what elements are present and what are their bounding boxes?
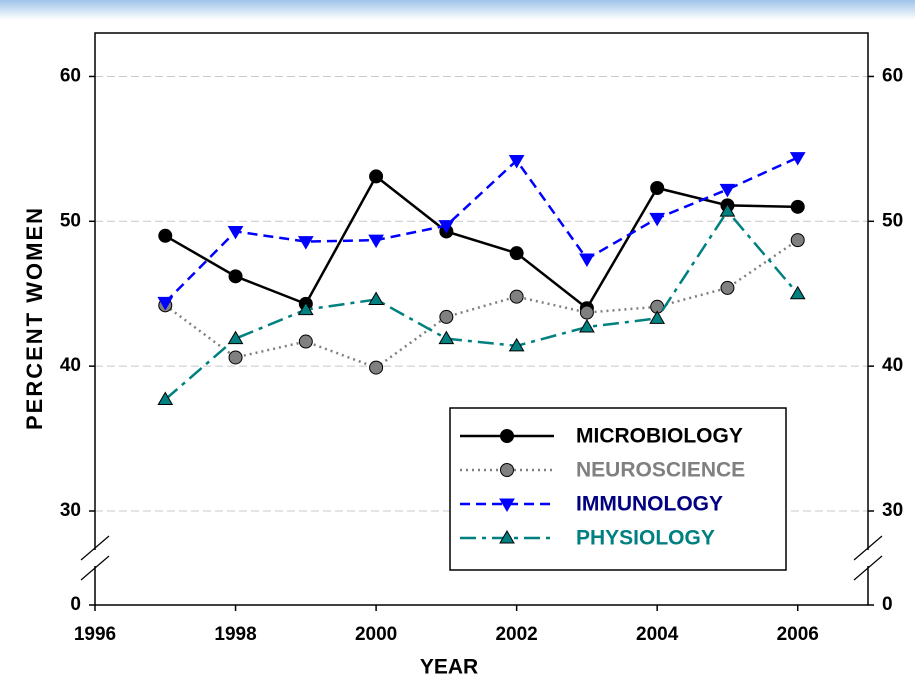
marker xyxy=(368,291,384,306)
y-tick-label: 40 xyxy=(60,355,81,376)
y2-tick-label: 60 xyxy=(882,65,903,86)
marker xyxy=(158,228,173,243)
marker xyxy=(649,310,666,324)
marker xyxy=(508,154,525,169)
axis-break xyxy=(853,535,883,561)
marker xyxy=(368,234,384,249)
axis-break xyxy=(80,535,110,561)
marker xyxy=(369,360,384,375)
background xyxy=(0,0,915,20)
axis-break-gap xyxy=(865,550,871,566)
marker xyxy=(789,152,806,166)
marker xyxy=(790,199,805,214)
marker xyxy=(227,225,244,240)
legend-label: IMMUNOLOGY xyxy=(576,493,723,516)
series-line xyxy=(164,239,799,370)
marker xyxy=(297,236,314,250)
legend-marker xyxy=(500,463,514,477)
marker xyxy=(720,280,735,295)
marker xyxy=(789,285,806,300)
x-tick-label: 2006 xyxy=(777,624,819,645)
legend-label: NEUROSCIENCE xyxy=(576,459,745,482)
y-tick-label: 60 xyxy=(60,65,81,86)
x-tick-label: 2000 xyxy=(355,624,397,645)
marker xyxy=(227,330,244,345)
legend-label: MICROBIOLOGY xyxy=(576,425,743,448)
x-tick-label: 1998 xyxy=(214,624,256,645)
marker xyxy=(719,203,736,217)
marker xyxy=(438,330,455,345)
marker xyxy=(228,269,243,284)
marker xyxy=(650,180,665,195)
y-axis-label: PERCENT WOMEN xyxy=(22,206,47,430)
x-tick-label: 1996 xyxy=(74,624,116,645)
x-tick-label: 2002 xyxy=(495,624,537,645)
series-line xyxy=(164,209,799,401)
legend-marker xyxy=(500,429,514,443)
y2-tick-label: 0 xyxy=(882,594,893,615)
marker xyxy=(439,309,454,324)
marker xyxy=(369,169,384,184)
axis-break xyxy=(80,555,110,581)
y-tick-label: 0 xyxy=(70,594,81,615)
plot-frame xyxy=(94,32,869,606)
marker xyxy=(508,337,525,352)
marker xyxy=(297,301,314,316)
marker xyxy=(649,212,666,227)
y-tick-label: 30 xyxy=(60,500,81,521)
series-line xyxy=(164,156,799,304)
marker xyxy=(579,319,595,333)
legend-marker xyxy=(499,498,515,512)
marker xyxy=(228,350,243,365)
marker xyxy=(509,246,524,261)
x-tick-label: 2004 xyxy=(636,624,679,645)
series-line xyxy=(164,174,798,311)
axis-break xyxy=(853,555,883,581)
marker xyxy=(790,233,805,248)
axis-break-gap xyxy=(92,550,98,566)
y-tick-label: 50 xyxy=(60,210,81,231)
legend-label: PHYSIOLOGY xyxy=(576,527,715,550)
marker xyxy=(438,220,455,234)
marker xyxy=(157,296,174,311)
y2-tick-label: 30 xyxy=(882,500,903,521)
legend-marker xyxy=(499,530,515,544)
marker xyxy=(719,183,736,198)
y2-tick-label: 40 xyxy=(882,355,903,376)
marker xyxy=(579,253,595,267)
marker xyxy=(298,334,313,349)
marker xyxy=(157,391,174,405)
marker xyxy=(509,289,524,304)
y2-tick-label: 50 xyxy=(882,210,903,231)
marker xyxy=(579,305,594,320)
x-axis-label: YEAR xyxy=(420,656,478,679)
